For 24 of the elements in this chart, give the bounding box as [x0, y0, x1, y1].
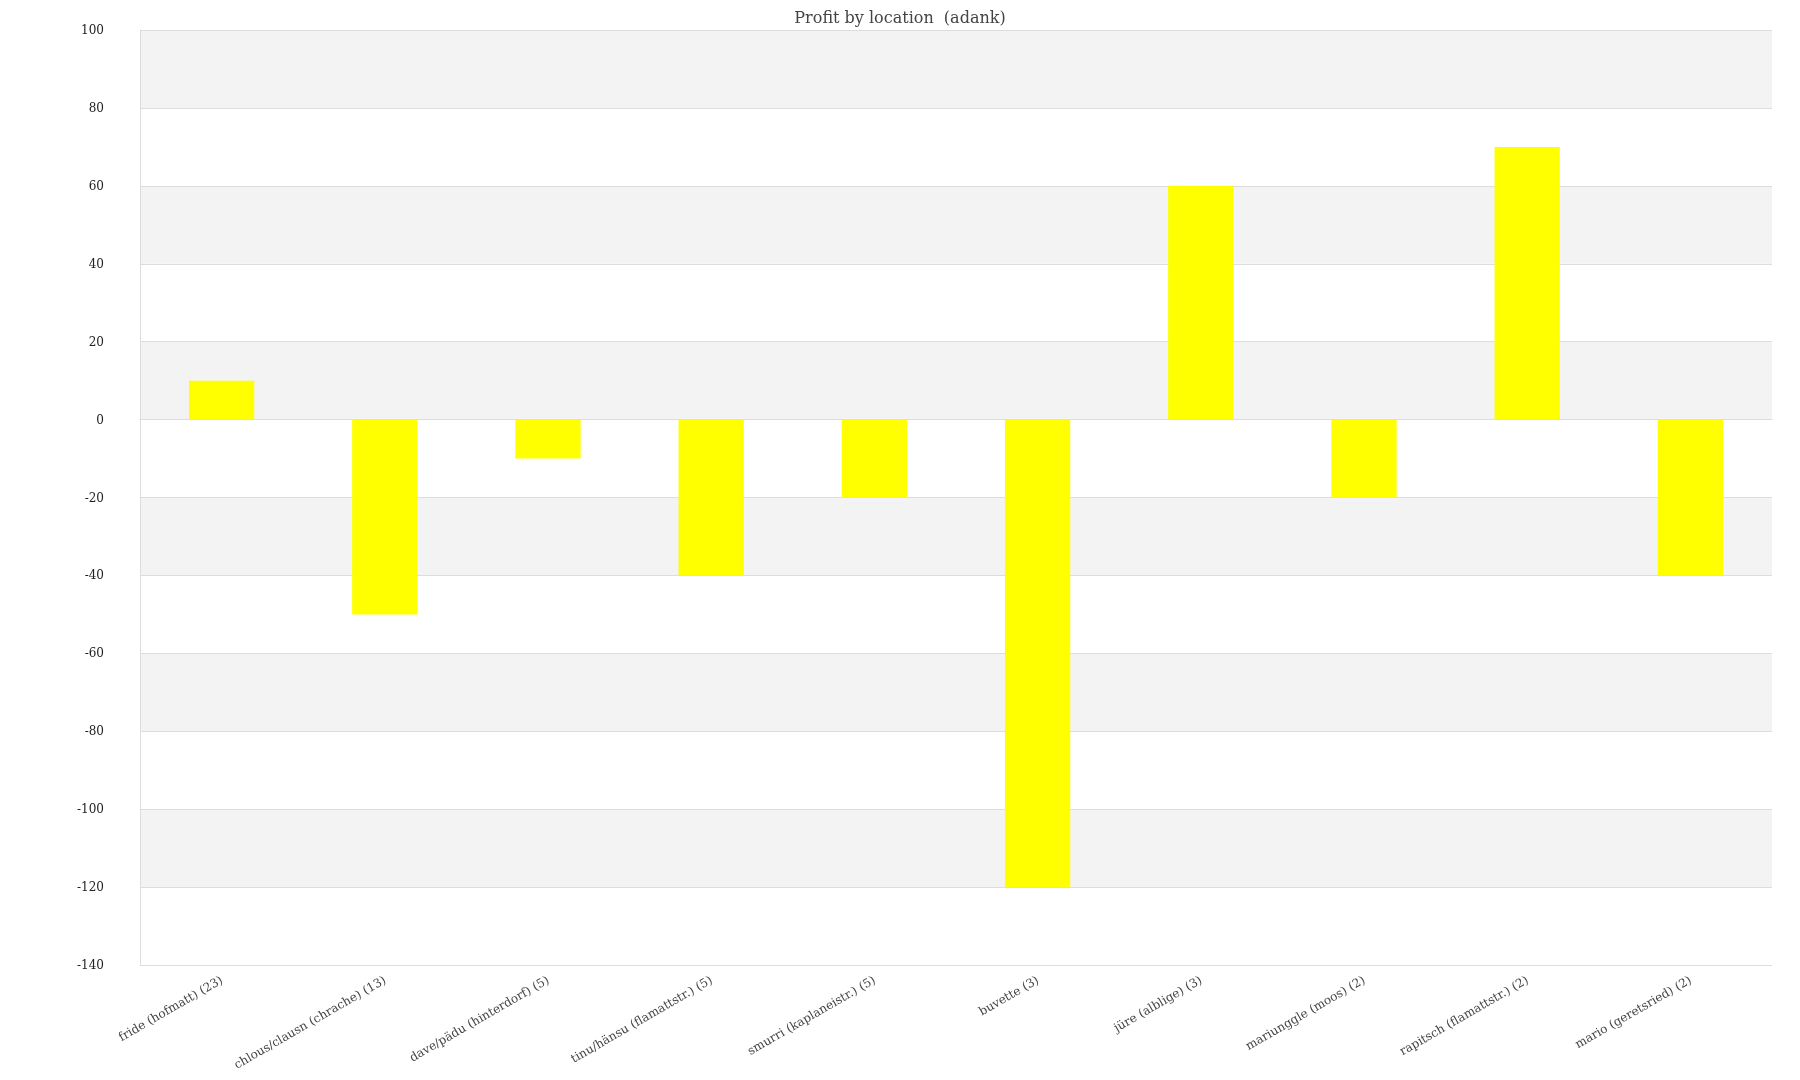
y-tick-label: 20 [88, 334, 104, 349]
y-tick-label: 0 [96, 412, 104, 427]
bar [1168, 185, 1234, 420]
y-tick-label: 40 [88, 256, 104, 271]
bar [678, 419, 744, 576]
y-tick-label: -100 [77, 802, 104, 817]
bar [1657, 419, 1724, 576]
y-tick-label: 100 [81, 23, 104, 37]
bar [515, 419, 581, 459]
y-tick-label: -60 [84, 646, 104, 661]
y-tick-label: -20 [84, 490, 104, 505]
y-tick-label: -120 [77, 880, 104, 895]
y-tick-label: -80 [84, 724, 104, 739]
bar [1004, 419, 1071, 888]
bar [1331, 419, 1397, 498]
y-tick-label: -40 [84, 568, 104, 583]
y-tick-label: 60 [88, 178, 104, 193]
y-tick-label: -140 [77, 958, 104, 972]
y-tick-label: 80 [88, 100, 104, 115]
bar [188, 380, 255, 420]
bar [841, 419, 908, 498]
bar [1494, 146, 1560, 420]
bar [352, 419, 418, 615]
chart-title: Profit by location (adank) [794, 7, 1006, 27]
